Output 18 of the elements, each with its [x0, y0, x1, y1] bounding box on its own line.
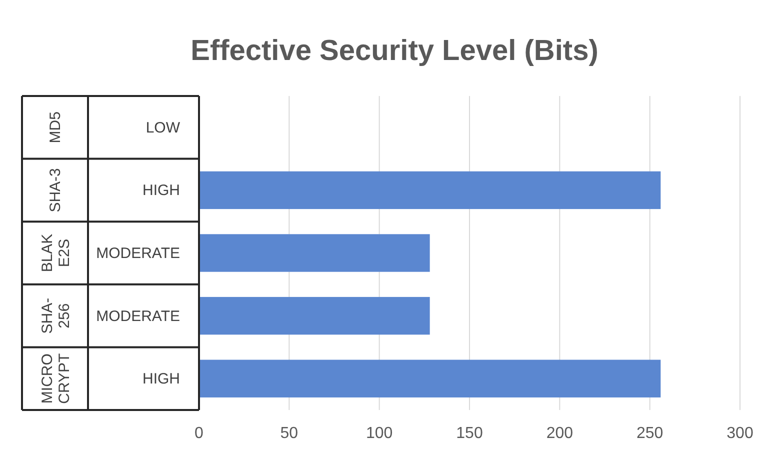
text: MD5 — [47, 112, 64, 144]
x-tick-label: 50 — [280, 425, 298, 442]
x-tick-label: 200 — [546, 425, 574, 442]
text: BLAKE2S — [39, 234, 73, 272]
y-tick-label: HIGH — [142, 370, 180, 388]
y-tick-label: LOW — [146, 119, 181, 136]
x-tick-label: 0 — [194, 425, 204, 442]
x-tick-label: 250 — [636, 425, 664, 442]
chart-title: Effective Security Level (Bits) — [190, 35, 598, 67]
y-tick-label: MODERATE — [96, 245, 180, 262]
text: SHA-256 — [39, 298, 73, 334]
x-tick-label: 300 — [726, 425, 754, 442]
text: SHA-3 — [47, 168, 64, 212]
y-tick-label: HIGH — [142, 182, 180, 200]
text: MICROCRYPT — [39, 353, 73, 404]
x-tick-label: 100 — [366, 425, 393, 442]
y-tick-label: MODERATE — [96, 308, 180, 325]
x-tick-label: 150 — [456, 425, 483, 442]
